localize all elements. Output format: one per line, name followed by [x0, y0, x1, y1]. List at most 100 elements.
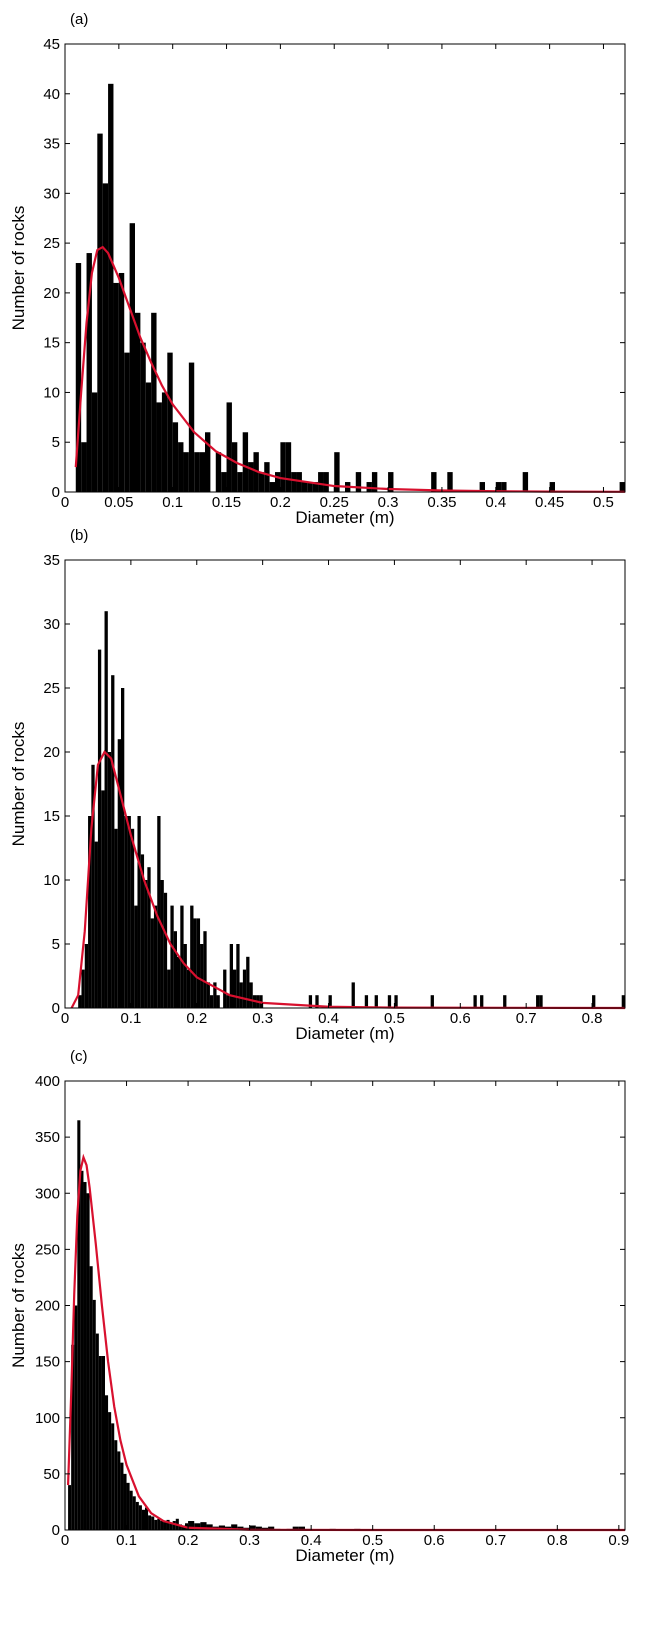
histogram-bar — [536, 995, 540, 1008]
histogram-bar — [83, 1182, 87, 1530]
histogram-bar — [621, 995, 625, 1008]
histogram-bar — [194, 452, 200, 492]
histogram-bar — [135, 1501, 139, 1530]
histogram-bar — [237, 472, 243, 492]
histogram-bar — [92, 1299, 96, 1530]
x-tick-label: 0.3 — [239, 1532, 260, 1549]
y-tick-label: 10 — [43, 384, 60, 401]
x-tick-label: 0.7 — [485, 1532, 506, 1549]
histogram-bar — [107, 752, 112, 1008]
y-axis-label: Number of rocks — [9, 1243, 28, 1368]
x-tick-label: 0.4 — [318, 1010, 339, 1027]
histogram-bar — [113, 282, 119, 492]
y-tick-label: 45 — [43, 36, 60, 53]
histogram-bar — [94, 841, 98, 1008]
x-axis-label: Diameter (m) — [295, 1024, 394, 1043]
histogram-bar — [145, 1507, 149, 1530]
histogram-bar — [374, 995, 378, 1008]
histogram-bar — [355, 472, 362, 492]
histogram-bar — [479, 482, 485, 492]
histogram-bar — [114, 828, 118, 1008]
histogram-bar — [163, 892, 168, 1008]
histogram-bar — [205, 432, 211, 492]
histogram-bar — [124, 352, 130, 492]
histogram-bar — [431, 472, 437, 492]
histogram-bar — [268, 1526, 275, 1530]
histogram-bar — [180, 905, 184, 1008]
histogram-bar — [135, 312, 141, 492]
histogram-bar — [144, 880, 148, 1008]
histogram-bar — [154, 1519, 158, 1530]
histogram-bar — [77, 1120, 81, 1530]
histogram-bar — [97, 649, 102, 1008]
histogram-bar — [102, 183, 109, 492]
y-tick-label: 25 — [43, 680, 60, 697]
histogram-bar — [280, 442, 286, 492]
panel-label: (a) — [70, 11, 88, 28]
x-tick-label: 0 — [61, 494, 69, 511]
histogram-bar — [101, 790, 105, 1008]
histogram-bar — [495, 482, 502, 492]
y-tick-label: 35 — [43, 552, 60, 569]
histogram-bar — [151, 1516, 155, 1530]
histogram-bar — [132, 1496, 136, 1530]
histogram-bar — [196, 918, 201, 1008]
histogram-bar — [298, 1526, 305, 1530]
y-tick-label: 250 — [35, 1241, 60, 1258]
histogram-bar — [269, 482, 275, 492]
histogram-bar — [315, 995, 319, 1008]
histogram-bar — [275, 472, 281, 492]
y-tick-label: 30 — [43, 616, 60, 633]
histogram-bar — [97, 133, 103, 492]
y-tick-label: 50 — [43, 1466, 60, 1483]
y-tick-label: 20 — [43, 285, 60, 302]
x-tick-label: 0.35 — [427, 494, 456, 511]
histogram-bar — [181, 1525, 185, 1530]
histogram-bar — [170, 905, 174, 1008]
histogram-bar — [328, 995, 332, 1008]
histogram-bar — [68, 1485, 72, 1530]
fit-curve — [70, 750, 626, 1010]
histogram-bar — [117, 739, 121, 1008]
histogram-bar — [206, 1524, 213, 1530]
histogram-bar — [111, 675, 115, 1008]
x-tick-label: 0.6 — [450, 1010, 471, 1027]
histogram-bar — [218, 1525, 225, 1530]
y-tick-label: 0 — [52, 484, 60, 501]
histogram-bar — [108, 83, 114, 493]
histogram-bar — [141, 1509, 145, 1530]
histogram-bar — [137, 816, 141, 1008]
histogram-bar — [307, 482, 313, 492]
histogram-bar — [91, 764, 95, 1008]
x-tick-label: 0.05 — [104, 494, 133, 511]
histogram-bar — [163, 1522, 167, 1530]
histogram-bar — [124, 816, 128, 1008]
y-tick-label: 5 — [52, 936, 60, 953]
x-tick-label: 0.3 — [378, 494, 399, 511]
histogram-bar — [172, 422, 179, 492]
y-tick-label: 0 — [52, 1522, 60, 1539]
histogram-bar — [138, 1505, 142, 1530]
histogram-bar — [549, 482, 555, 492]
histogram-bar — [111, 1423, 115, 1530]
histogram-bar — [161, 392, 168, 492]
histogram-bar — [351, 982, 355, 1008]
y-tick-label: 200 — [35, 1298, 60, 1315]
histogram-bar — [86, 253, 92, 492]
histogram-bar — [183, 944, 187, 1008]
histogram-bar — [183, 452, 189, 492]
histogram-bar — [292, 1526, 299, 1530]
histogram-bar — [213, 982, 217, 1008]
histogram-bar — [105, 1395, 109, 1530]
histogram-bar — [108, 1412, 112, 1530]
axes-box — [64, 43, 626, 493]
histogram-bar — [221, 472, 227, 492]
panel-label: (b) — [70, 527, 88, 544]
x-tick-label: 0.15 — [212, 494, 241, 511]
histogram-bar — [473, 995, 477, 1008]
histogram-bar — [88, 816, 92, 1008]
histogram-bar — [209, 995, 214, 1008]
histogram-bar — [447, 472, 453, 492]
